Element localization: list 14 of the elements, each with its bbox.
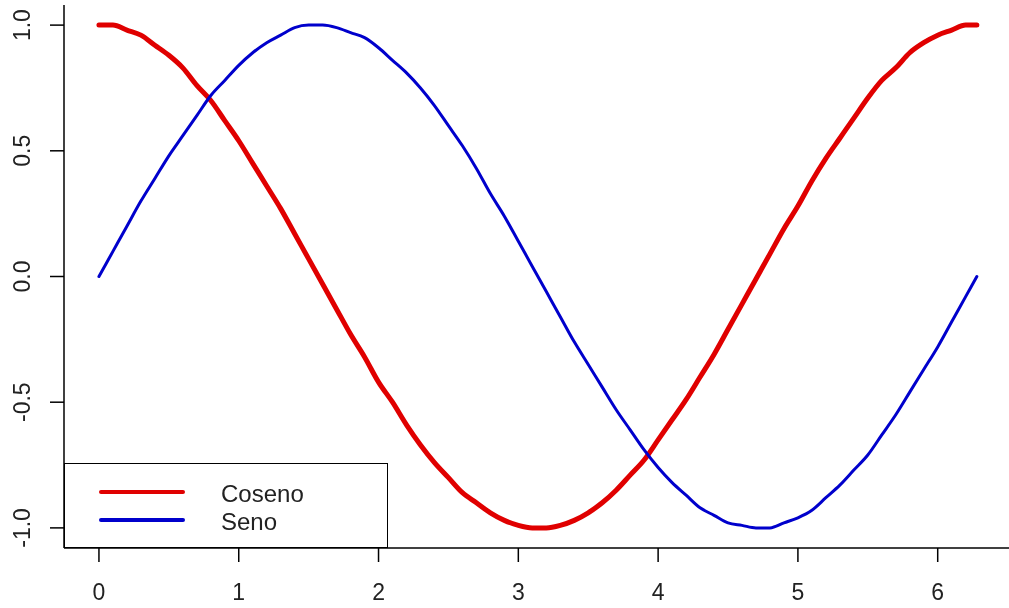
x-tick-label: 3 — [511, 579, 525, 606]
y-tick-label: -1.0 — [9, 508, 35, 548]
x-tick-label: 0 — [92, 579, 106, 606]
x-tick-label: 5 — [791, 579, 805, 606]
x-tick-label: 1 — [232, 579, 246, 606]
legend-label: Coseno — [221, 480, 304, 507]
legend-label: Seno — [221, 507, 278, 537]
y-tick-label: -0.5 — [9, 382, 35, 423]
y-tick-label: 0.5 — [9, 134, 35, 167]
y-tick-label: 0.0 — [9, 260, 35, 293]
x-tick-label: 2 — [372, 579, 385, 606]
x-tick-label: 4 — [651, 579, 665, 606]
y-tick-label: 1.0 — [9, 9, 35, 42]
x-tick-label: 6 — [931, 579, 945, 606]
